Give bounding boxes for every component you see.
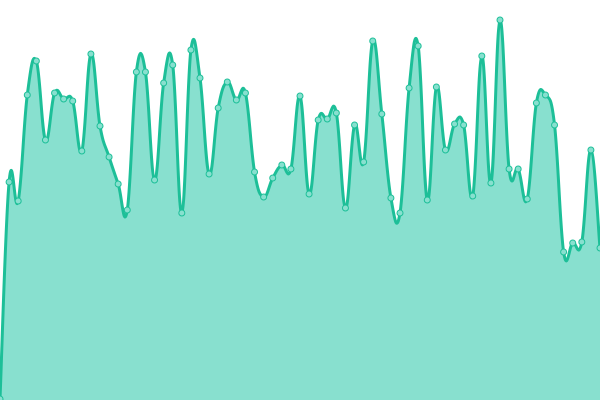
data-point-57 (514, 165, 522, 173)
data-point-27 (241, 89, 249, 97)
data-point-28 (251, 168, 259, 176)
data-point-23 (205, 170, 213, 178)
data-point-6 (51, 89, 59, 97)
data-point-32 (287, 165, 295, 173)
data-point-49 (441, 146, 449, 154)
data-point-16 (141, 68, 149, 76)
data-point-39 (351, 121, 359, 129)
data-point-66 (596, 244, 600, 252)
data-point-11 (96, 122, 104, 130)
data-point-24 (214, 104, 222, 112)
data-point-18 (160, 79, 168, 87)
data-point-59 (532, 99, 540, 107)
data-point-34 (305, 190, 313, 198)
data-point-9 (78, 147, 86, 155)
data-point-30 (269, 174, 277, 182)
data-point-17 (151, 176, 159, 184)
data-point-0 (0, 395, 4, 400)
data-point-48 (432, 83, 440, 91)
data-point-63 (569, 239, 577, 247)
data-point-2 (14, 197, 22, 205)
data-point-40 (360, 158, 368, 166)
data-point-45 (405, 84, 413, 92)
data-point-61 (551, 121, 559, 129)
data-point-14 (123, 206, 131, 214)
data-point-47 (423, 196, 431, 204)
data-point-7 (60, 95, 68, 103)
data-point-46 (414, 42, 422, 50)
data-point-25 (223, 78, 231, 86)
data-point-13 (114, 180, 122, 188)
data-point-51 (460, 121, 468, 129)
data-point-35 (314, 116, 322, 124)
data-point-52 (469, 192, 477, 200)
data-point-20 (178, 209, 186, 217)
data-point-53 (478, 52, 486, 60)
data-point-42 (378, 110, 386, 118)
data-point-55 (496, 16, 504, 24)
data-point-33 (296, 92, 304, 100)
data-point-19 (169, 61, 177, 69)
data-point-44 (396, 209, 404, 217)
data-point-12 (105, 153, 113, 161)
data-point-22 (196, 74, 204, 82)
data-point-26 (232, 96, 240, 104)
data-point-38 (341, 204, 349, 212)
data-point-10 (87, 50, 95, 58)
data-point-60 (541, 91, 549, 99)
data-point-8 (69, 97, 77, 105)
data-point-62 (560, 248, 568, 256)
data-point-29 (260, 193, 268, 201)
data-point-15 (132, 68, 140, 76)
data-point-21 (187, 46, 195, 54)
data-point-36 (323, 115, 331, 123)
data-point-1 (5, 178, 13, 186)
data-point-5 (41, 136, 49, 144)
area-fill (0, 19, 600, 400)
data-points (0, 16, 600, 400)
data-point-37 (332, 109, 340, 117)
data-point-58 (523, 195, 531, 203)
data-point-31 (278, 161, 286, 169)
data-point-50 (451, 120, 459, 128)
data-point-54 (487, 179, 495, 187)
data-point-41 (369, 37, 377, 45)
data-point-3 (23, 91, 31, 99)
data-point-64 (578, 238, 586, 246)
data-point-65 (587, 146, 595, 154)
data-point-43 (387, 194, 395, 202)
data-point-4 (32, 57, 40, 65)
data-point-56 (505, 165, 513, 173)
